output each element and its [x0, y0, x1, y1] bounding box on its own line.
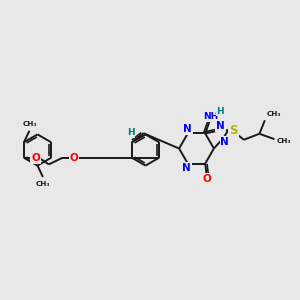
Text: N: N — [182, 163, 191, 173]
Text: S: S — [230, 124, 238, 137]
Text: N: N — [220, 137, 229, 147]
Text: N: N — [183, 124, 192, 134]
Text: H: H — [216, 107, 224, 116]
Text: CH₃: CH₃ — [36, 181, 50, 187]
Text: CH₃: CH₃ — [22, 121, 37, 127]
Text: CH₃: CH₃ — [266, 111, 281, 117]
Text: N: N — [216, 121, 225, 131]
Text: O: O — [31, 153, 40, 163]
Text: NH: NH — [204, 112, 219, 121]
Text: H: H — [127, 128, 134, 137]
Text: CH₃: CH₃ — [277, 138, 291, 144]
Text: O: O — [202, 174, 211, 184]
Text: O: O — [69, 153, 78, 163]
